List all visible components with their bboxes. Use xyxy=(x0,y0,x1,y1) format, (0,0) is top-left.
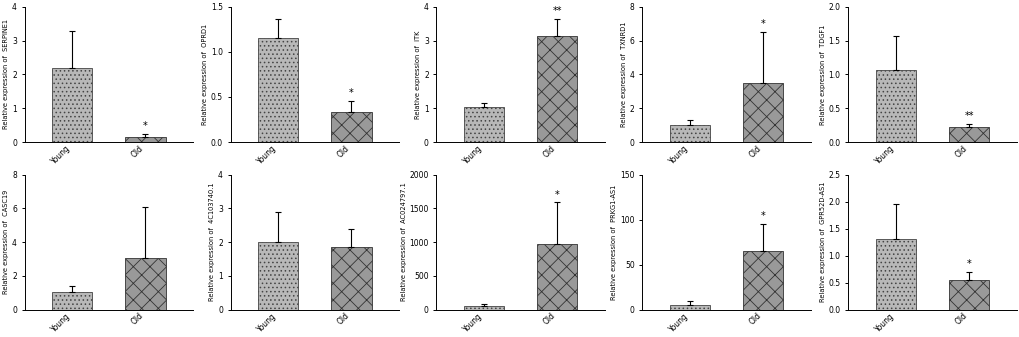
Bar xyxy=(742,251,783,310)
Bar xyxy=(669,125,709,142)
Y-axis label: Relative expression of  TDGF1: Relative expression of TDGF1 xyxy=(819,24,824,125)
Text: **: ** xyxy=(963,111,973,121)
Bar xyxy=(669,305,709,310)
Y-axis label: Relative expression of  ITK: Relative expression of ITK xyxy=(415,30,421,119)
Text: *: * xyxy=(760,20,765,29)
Text: *: * xyxy=(966,259,970,269)
Bar xyxy=(258,242,298,310)
Bar xyxy=(948,280,988,310)
Text: *: * xyxy=(554,189,559,200)
Y-axis label: Relative expression of  GPR52D-AS1: Relative expression of GPR52D-AS1 xyxy=(819,182,824,302)
Bar xyxy=(742,83,783,142)
Y-axis label: Relative expression of  PRKG1-AS1: Relative expression of PRKG1-AS1 xyxy=(610,184,616,300)
Bar xyxy=(537,36,577,142)
Bar xyxy=(948,127,988,142)
Bar xyxy=(331,112,371,142)
Bar xyxy=(52,292,93,310)
Text: *: * xyxy=(143,121,148,131)
Bar xyxy=(125,258,165,310)
Bar xyxy=(331,247,371,310)
Y-axis label: Relative expression of  OPRD1: Relative expression of OPRD1 xyxy=(202,24,208,125)
Y-axis label: Relative expression of  TXNRD1: Relative expression of TXNRD1 xyxy=(621,22,627,127)
Bar xyxy=(537,244,577,310)
Text: *: * xyxy=(760,211,765,221)
Bar xyxy=(52,68,93,142)
Bar xyxy=(875,239,915,310)
Text: **: ** xyxy=(552,6,561,16)
Bar xyxy=(464,306,503,310)
Bar xyxy=(258,38,298,142)
Y-axis label: Relative expression of  4C103740.1: Relative expression of 4C103740.1 xyxy=(209,183,215,301)
Bar xyxy=(464,106,503,142)
Bar xyxy=(125,137,165,142)
Y-axis label: Relative expression of  CASC19: Relative expression of CASC19 xyxy=(3,190,9,294)
Text: *: * xyxy=(348,88,354,98)
Y-axis label: Relative expression of  AC024797.1: Relative expression of AC024797.1 xyxy=(400,183,407,302)
Bar xyxy=(875,70,915,142)
Y-axis label: Relative expression of  SERPINE1: Relative expression of SERPINE1 xyxy=(3,20,9,129)
